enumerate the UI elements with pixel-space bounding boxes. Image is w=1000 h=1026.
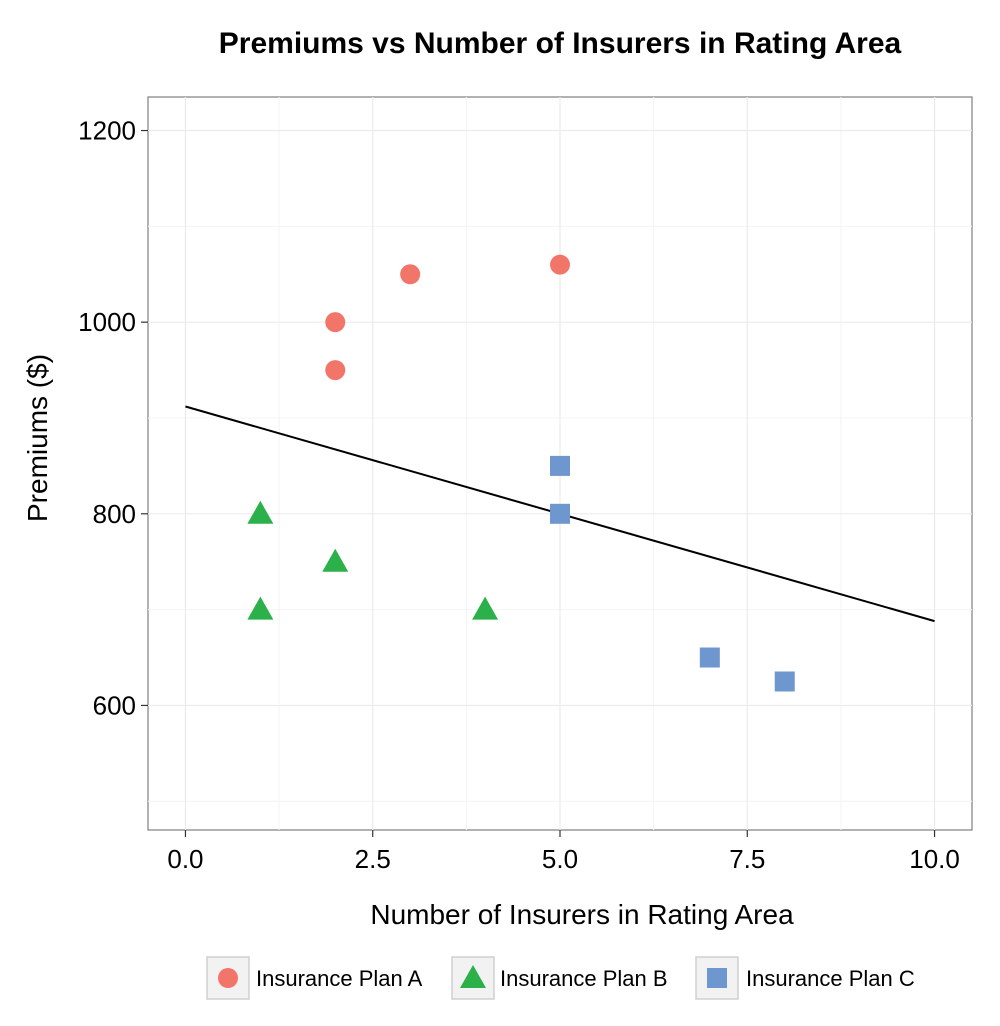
legend-triangle-icon: [460, 965, 486, 988]
x-tick-label: 7.5: [729, 844, 765, 874]
grid-major: [148, 97, 972, 830]
data-point-triangle: [322, 548, 349, 572]
data-point-circle: [400, 264, 421, 285]
data-point-circle: [325, 360, 346, 381]
y-tick-label: 800: [93, 499, 136, 529]
x-tick-label: 2.5: [355, 844, 391, 874]
x-tick-label: 0.0: [167, 844, 203, 874]
data-point-triangle: [247, 500, 274, 524]
y-tick-label: 1000: [78, 307, 136, 337]
points-layer: [247, 254, 795, 692]
legend-item-label: Insurance Plan C: [746, 966, 915, 991]
data-point-triangle: [247, 596, 274, 620]
data-point-circle: [325, 312, 346, 333]
legend-item-label: Insurance Plan B: [500, 966, 668, 991]
legend-item-label: Insurance Plan A: [256, 966, 423, 991]
legend: Insurance Plan A Insurance Plan B Insuranc…: [206, 956, 915, 1000]
x-tick-label: 5.0: [542, 844, 578, 874]
y-tick-label: 1200: [78, 116, 136, 146]
y-axis-label: Premiums ($): [22, 354, 53, 522]
y-tick-label: 600: [93, 690, 136, 720]
y-axis-ticks: 600 800 1000 1200: [78, 116, 148, 720]
x-tick-label: 10.0: [909, 844, 960, 874]
x-axis-ticks: 0.0 2.5 5.0 7.5 10.0: [167, 830, 960, 874]
chart-title: Premiums vs Number of Insurers in Rating…: [219, 27, 902, 60]
legend-square-icon: [707, 968, 727, 988]
data-point-square: [699, 647, 720, 668]
data-point-triangle: [472, 596, 499, 620]
data-point-circle: [550, 254, 570, 275]
legend-circle-icon: [218, 968, 238, 988]
x-axis-label: Number of Insurers in Rating Area: [370, 899, 794, 930]
data-point-square: [550, 503, 570, 524]
data-point-square: [774, 671, 795, 692]
data-point-square: [550, 455, 570, 476]
